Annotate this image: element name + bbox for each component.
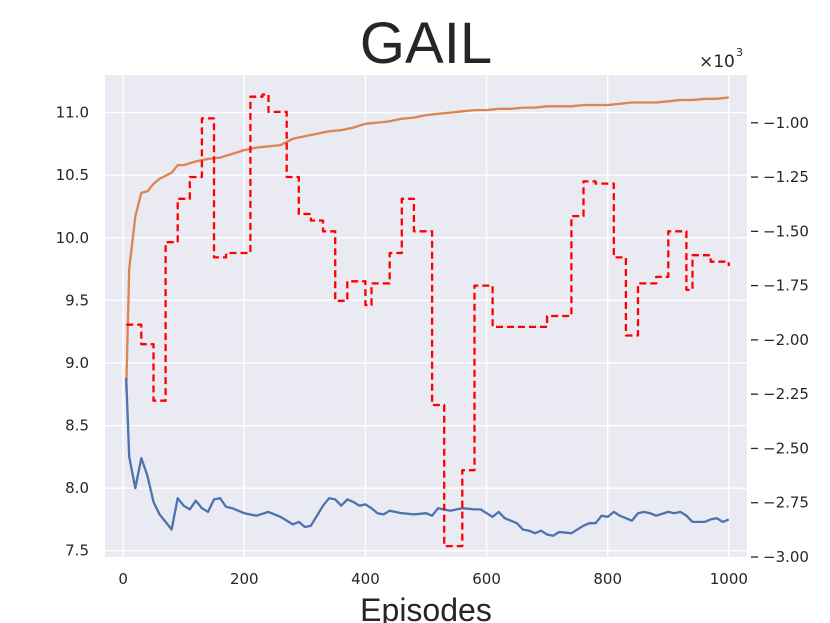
right-y-tick-label: −2.50 bbox=[763, 439, 809, 457]
left-y-axis-ticks: 7.5 8.0 8.5 9.0 9.5 10.0 10.5 11.0 bbox=[56, 104, 89, 560]
x-tick-label: 1000 bbox=[710, 570, 748, 588]
x-tick-label: 400 bbox=[351, 570, 380, 588]
right-y-tick-label: −2.00 bbox=[763, 331, 809, 349]
series-group bbox=[125, 93, 730, 548]
left-y-tick-label: 10.0 bbox=[56, 229, 89, 247]
left-y-tick-label: 9.0 bbox=[65, 354, 89, 372]
x-axis-ticks: 0 200 400 600 800 1000 bbox=[118, 570, 748, 588]
right-y-tick-label: −1.75 bbox=[763, 277, 809, 295]
x-tick-label: 800 bbox=[593, 570, 622, 588]
left-y-tick-label: 10.5 bbox=[56, 166, 89, 184]
left-y-tick-label: 8.0 bbox=[65, 479, 89, 497]
left-y-tick-label: 8.5 bbox=[65, 417, 89, 435]
x-tick-label: 200 bbox=[230, 570, 259, 588]
left-y-tick-label: 9.5 bbox=[65, 291, 89, 309]
right-y-axis-ticks: −3.00 −2.75 −2.50 −2.25 −2.00 −1.75 −1.50 −1.25… bbox=[751, 114, 809, 566]
right-y-tick-label: −1.00 bbox=[763, 114, 809, 132]
x-tick-label: 0 bbox=[118, 570, 128, 588]
series-line-1 bbox=[125, 96, 729, 391]
chart-title: GAIL bbox=[360, 11, 492, 76]
grid bbox=[105, 75, 747, 557]
right-y-tick-label: −3.00 bbox=[763, 548, 809, 566]
x-axis-label: Episodes bbox=[360, 592, 492, 623]
series-line-2 bbox=[125, 377, 730, 537]
right-axis-multiplier: ×10 bbox=[699, 52, 735, 72]
right-axis-multiplier-exponent: 3 bbox=[736, 46, 743, 59]
x-tick-label: 600 bbox=[472, 570, 501, 588]
plot-background bbox=[105, 75, 747, 557]
right-y-tick-label: −2.75 bbox=[763, 494, 809, 512]
right-y-tick-label: −2.25 bbox=[763, 385, 809, 403]
right-y-tick-label: −1.50 bbox=[763, 222, 809, 240]
series-line-3 bbox=[126, 93, 730, 548]
left-y-tick-label: 7.5 bbox=[65, 542, 89, 560]
right-y-tick-label: −1.25 bbox=[763, 168, 809, 186]
left-y-tick-label: 11.0 bbox=[56, 104, 89, 122]
